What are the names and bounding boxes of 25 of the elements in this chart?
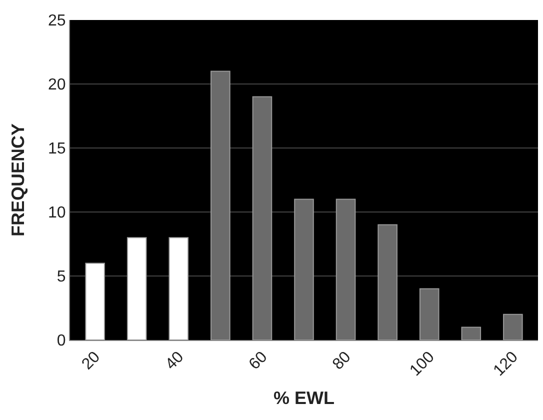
bar [378, 224, 398, 340]
bar [419, 288, 440, 340]
y-tick-label: 15 [48, 140, 66, 158]
x-tick-label: 60 [246, 348, 271, 374]
x-axis-title: % EWL [274, 388, 334, 408]
y-tick-label: 20 [48, 76, 66, 94]
bar [252, 96, 272, 340]
bar [168, 237, 189, 340]
y-tick-label: 10 [48, 204, 66, 222]
y-axis-title: FREQUENCY [8, 123, 28, 237]
y-tick-label: 25 [48, 12, 66, 30]
bar [336, 198, 356, 340]
x-tick-label: 80 [330, 348, 354, 374]
x-tick-label: 100 [406, 348, 438, 380]
y-tick-label: 5 [56, 268, 66, 286]
bar [126, 237, 147, 340]
bar [294, 198, 314, 340]
x-tick-label: 20 [78, 348, 104, 374]
x-tick-label: 120 [490, 348, 522, 380]
bar [210, 70, 230, 340]
bar [461, 326, 482, 340]
x-tick-label: 40 [162, 348, 188, 374]
bar [503, 314, 523, 340]
y-tick-label: 0 [56, 332, 66, 350]
bar [85, 262, 105, 340]
